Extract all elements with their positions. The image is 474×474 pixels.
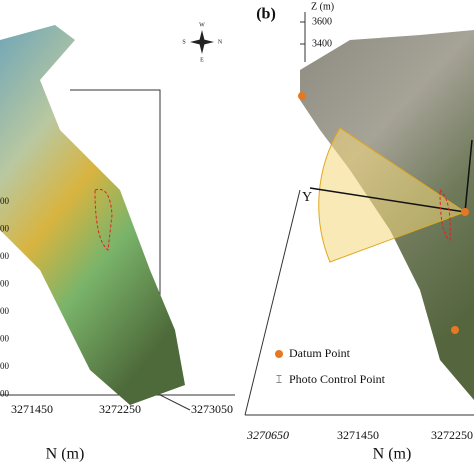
z-tick-label: 00 (0, 196, 10, 206)
x-tick-label: 3273050 (191, 402, 233, 416)
left-panel: 00 00 00 00 00 00 00 00 3271450 3272250 3273050… (0, 25, 235, 463)
z-tick-label: 00 (0, 224, 10, 234)
view-sector (318, 127, 467, 263)
legend-marker (275, 350, 283, 358)
z-tick-label: 00 (0, 251, 10, 261)
x-axis-label: N (m) (373, 446, 412, 463)
x-axis-label: N (m) (46, 446, 85, 463)
legend-label: Datum Point (289, 346, 351, 360)
datum-point (298, 92, 306, 100)
compass-rose (190, 30, 214, 54)
compass-label: W (199, 22, 205, 28)
x-tick-label: 3271450 (11, 402, 53, 416)
datum-point (451, 326, 459, 334)
axis-box (0, 89, 235, 411)
z-tick-label: 00 (0, 279, 10, 289)
z-tick-label: 00 (0, 334, 10, 344)
legend-marker: ⌶ (276, 374, 282, 385)
z-axis-label: Z (m) (311, 1, 334, 12)
landslide-outline (439, 188, 451, 241)
x-tick-label: 3270650 (246, 428, 289, 442)
landslide-outline (94, 188, 113, 251)
z-tick-label: 00 (0, 306, 10, 316)
datum-point (461, 208, 469, 216)
axis-box (244, 189, 474, 416)
panel-label: (b) (256, 6, 276, 23)
x-tick-label: 3271450 (337, 428, 379, 442)
legend-label: Photo Control Point (289, 372, 386, 386)
axis-arrows (309, 139, 473, 213)
z-tick-label: 3600 (312, 16, 332, 27)
z-axis (300, 12, 306, 62)
y-axis-label: Y (302, 190, 312, 205)
x-tick-label: 3272250 (431, 428, 473, 442)
right-panel: (b) Z (m) 3600 3400 Y Datum Point ⌶ Phot… (244, 1, 474, 463)
z-tick-label: 3400 (312, 38, 332, 49)
z-tick-label: 00 (0, 389, 10, 399)
compass: W E N S (182, 22, 223, 63)
compass-label: N (218, 39, 223, 45)
compass-label: S (182, 39, 185, 45)
z-tick-label: 00 (0, 361, 10, 371)
compass-label: E (200, 57, 204, 63)
terrain (0, 25, 185, 405)
x-tick-label: 3272250 (99, 402, 141, 416)
